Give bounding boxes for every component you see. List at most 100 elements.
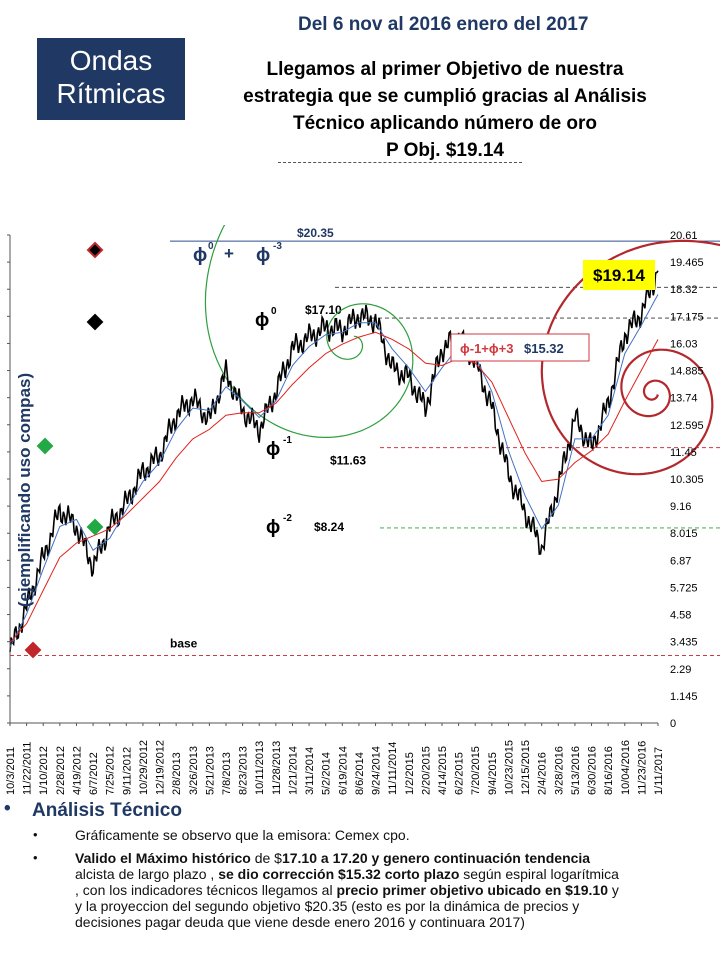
- x-tick-label-26: 4/14/2015: [437, 746, 449, 795]
- bullet-icon: •: [33, 827, 38, 842]
- y-tick-label-3: 3.435: [670, 637, 698, 649]
- x-tick-label-23: 11/11/2014: [387, 742, 399, 795]
- y-tick-label-1: 1.145: [670, 691, 698, 703]
- analysis-bullet-1: • Gráficamente se observo que la emisora:…: [33, 827, 695, 843]
- correction-value: $15.32: [524, 341, 564, 356]
- phi-sum-symbol-2: ϕ: [256, 245, 270, 266]
- x-tick-label-2: 1/10/2012: [38, 746, 50, 795]
- phi-neg2-exp: -2: [283, 513, 292, 524]
- vertical-label: (ejemplificando uso compas): [15, 373, 34, 607]
- target-badge-bg: [583, 260, 655, 290]
- y-tick-label-15: 17.175: [670, 311, 704, 323]
- x-tick-label-29: 9/4/2015: [487, 752, 499, 795]
- level-lines: $20.35 $17.10 $11.63 $8.24 base: [10, 226, 720, 656]
- target-badge-text: $19.14: [593, 266, 646, 285]
- diamond-marker-1: [86, 313, 104, 331]
- x-tick-label-24: 1/2/2015: [404, 752, 416, 795]
- y-tick-label-13: 14.885: [670, 366, 704, 378]
- headline-line-3: Técnico aplicando número de oro: [292, 113, 598, 134]
- x-tick-label-9: 12/19/2012: [155, 740, 167, 795]
- x-tick-label-21: 8/6/2014: [354, 752, 366, 795]
- x-tick-label-28: 7/20/2015: [470, 746, 482, 795]
- phi-sum-symbol: ϕ: [193, 245, 207, 266]
- x-tick-label-39: 1/11/2017: [653, 747, 665, 795]
- analysis-bullet-2: • Valido el Máximo histórico de $17.10 a…: [33, 850, 623, 930]
- x-tick-label-32: 2/4/2016: [537, 752, 549, 795]
- p2-f: según espiral logarítmica , con los indi…: [75, 866, 619, 898]
- x-tick-label-30: 10/23/2015: [503, 740, 515, 795]
- x-tick-label-34: 5/13/2016: [570, 746, 582, 795]
- phi-neg2-symbol: ϕ: [266, 517, 280, 538]
- p2-b: de $: [254, 850, 282, 866]
- phi-neg1-exp: -1: [283, 435, 292, 446]
- series-line-1: [9, 294, 659, 648]
- x-tick-label-20: 6/19/2014: [337, 746, 349, 795]
- green-spiral: [204, 225, 414, 438]
- x-tick-label-15: 10/11/2013: [254, 741, 266, 795]
- y-tick-label-16: 18.32: [670, 284, 698, 296]
- x-tick-label-14: 8/23/2013: [238, 746, 250, 795]
- price-chart: $20.35 $17.10 $11.63 $8.24 base 0 1.145 2.29 3.…: [5, 225, 720, 795]
- phi-sum-exp1: 0: [208, 241, 214, 252]
- y-tick-label-11: 12.595: [670, 420, 704, 432]
- x-tick-label-12: 5/21/2013: [204, 746, 216, 795]
- logo-box: Ondas Rítmicas: [37, 38, 185, 120]
- correction-box: [450, 333, 590, 362]
- x-tick-label-19: 5/2/2014: [321, 752, 333, 795]
- diamond-markers: [24, 241, 104, 659]
- x-tick-label-37: 10/04/2016: [620, 740, 632, 795]
- y-tick-label-12: 13.74: [670, 393, 698, 405]
- y-tick-label-4: 4.58: [670, 610, 691, 622]
- golden-spirals: [204, 225, 720, 476]
- correction-callout: ϕ-1+ϕ+3 $15.32: [450, 333, 590, 362]
- headline-line-2: estrategia que se cumplió gracias al Aná…: [243, 86, 647, 107]
- bullet-1-text: Gráficamente se observo que la emisora: …: [75, 827, 410, 843]
- phi-sum-exp2: -3: [273, 241, 282, 252]
- diamond-marker-3: [86, 518, 104, 536]
- x-tick-label-27: 6/2/2015: [454, 752, 466, 795]
- diamond-marker-4: [24, 641, 42, 659]
- x-tick-label-25: 2/20/2015: [420, 746, 432, 795]
- diamond-marker-2: [36, 437, 54, 455]
- p2-g: precio primer objetivo ubicado en $19.10: [336, 882, 608, 898]
- target-badge: $19.14: [583, 260, 655, 290]
- y-tick-label-2: 2.29: [670, 664, 691, 676]
- x-tick-label-4: 4/19/2012: [71, 746, 83, 795]
- phi-plus: +: [224, 244, 234, 263]
- x-tick-label-7: 9/11/2012: [121, 747, 133, 795]
- x-tick-label-36: 8/16/2016: [603, 746, 615, 795]
- x-tick-label-0: 10/3/2011: [5, 747, 17, 795]
- x-tick-label-22: 9/24/2014: [371, 746, 383, 795]
- p2-e: se dio corrección $15.32 corto plazo: [218, 866, 460, 882]
- level-label-2: $17.10: [305, 303, 342, 317]
- red-spiral: [540, 239, 720, 476]
- p2-c: 17.10 a 17.20 y genero continuación tend…: [281, 850, 591, 866]
- phi-zero-symbol: ϕ: [255, 310, 269, 331]
- level-label-3: $11.63: [330, 454, 366, 468]
- chart-axes: [7, 234, 659, 726]
- x-tick-label-18: 3/11/2014: [304, 747, 316, 795]
- x-tick-labels: 10/3/2011 11/22/2011 1/10/2012 2/28/2012 4/1…: [5, 740, 665, 795]
- x-tick-label-11: 3/26/2013: [188, 746, 200, 795]
- y-tick-label-14: 16.03: [670, 338, 698, 350]
- y-tick-label-0: 0: [670, 718, 676, 730]
- diamond-marker-0: [86, 241, 104, 259]
- headline: Llegamos al primer Objetivo de nuestra e…: [190, 56, 700, 164]
- logo-line-1: Ondas: [69, 45, 153, 76]
- x-tick-label-6: 7/25/2012: [105, 746, 117, 795]
- analysis-title: • Análisis Técnico: [4, 798, 182, 822]
- y-tick-label-6: 6.87: [670, 555, 691, 567]
- y-tick-label-10: 11.45: [670, 447, 697, 459]
- headline-line-4: P Obj. $19.14: [386, 140, 504, 161]
- x-tick-label-31: 12/15/2015: [520, 740, 532, 795]
- phi-neg1-annotation: ϕ -1: [266, 435, 292, 460]
- x-tick-label-10: 2/8/2013: [171, 752, 183, 795]
- x-tick-label-8: 10/29/2012: [138, 740, 150, 795]
- level-label-4: $8.24: [314, 520, 344, 534]
- phi-neg1-symbol: ϕ: [266, 439, 280, 460]
- phi-zero-exp: 0: [271, 306, 277, 317]
- phi-neg2-annotation: ϕ -2: [266, 513, 292, 538]
- p2-d: alcista de largo plazo ,: [75, 866, 219, 882]
- y-tick-label-9: 10.305: [670, 474, 704, 486]
- y-tick-labels: 0 1.145 2.29 3.435 4.58 5.725 6.87 8.015 9.16 10.…: [670, 230, 704, 730]
